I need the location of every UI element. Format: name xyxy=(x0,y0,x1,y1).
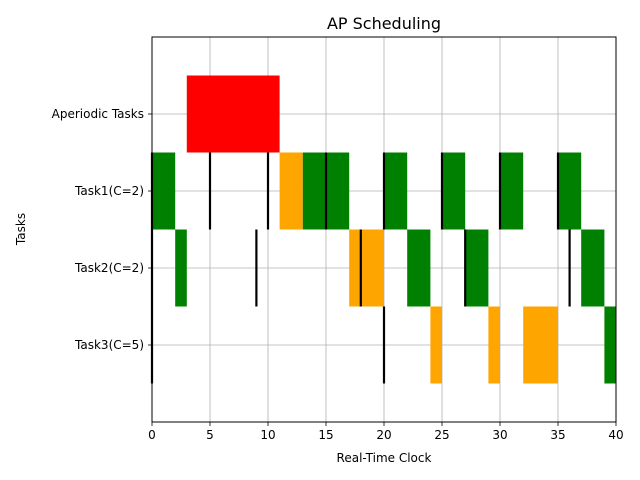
bars xyxy=(152,75,616,384)
y-tick-label: Task3(C=5) xyxy=(74,338,144,352)
x-tick-label: 25 xyxy=(434,428,449,442)
periodic-bar xyxy=(326,152,350,230)
periodic-bar xyxy=(500,152,524,230)
delayed-bar xyxy=(360,229,384,307)
x-tick-label: 5 xyxy=(206,428,214,442)
periodic-bar xyxy=(175,229,187,307)
periodic-bar xyxy=(581,229,605,307)
aperiodic-bar xyxy=(186,75,280,153)
x-tick-label: 30 xyxy=(492,428,507,442)
y-axis-ticks: Task3(C=5) Task2(C=2) Task1(C=2) Aperiodic … xyxy=(52,107,152,352)
x-tick-label: 40 xyxy=(608,428,623,442)
periodic-bar xyxy=(604,306,616,384)
x-tick-label: 10 xyxy=(260,428,275,442)
periodic-bar xyxy=(407,229,431,307)
x-axis-label: Real-Time Clock xyxy=(337,451,432,465)
delayed-bar xyxy=(430,306,442,384)
x-tick-label: 15 xyxy=(318,428,333,442)
y-tick-label: Task2(C=2) xyxy=(74,261,144,275)
x-tick-label: 20 xyxy=(376,428,391,442)
y-axis-label: Tasks xyxy=(14,213,28,246)
x-tick-label: 35 xyxy=(550,428,565,442)
periodic-bar xyxy=(465,229,489,307)
periodic-bar xyxy=(302,152,326,230)
delayed-bar xyxy=(523,306,558,384)
chart-title: AP Scheduling xyxy=(327,14,441,33)
delayed-bar xyxy=(349,229,361,307)
x-tick-label: 0 xyxy=(148,428,156,442)
periodic-bar xyxy=(442,152,466,230)
periodic-bar xyxy=(152,152,176,230)
x-axis-ticks: 0 5 10 15 20 25 30 35 40 xyxy=(148,422,624,442)
y-tick-label: Task1(C=2) xyxy=(74,184,144,198)
delayed-bar xyxy=(279,152,303,230)
periodic-bar xyxy=(384,152,408,230)
periodic-bar xyxy=(558,152,582,230)
delayed-bar xyxy=(488,306,500,384)
y-tick-label: Aperiodic Tasks xyxy=(52,107,144,121)
